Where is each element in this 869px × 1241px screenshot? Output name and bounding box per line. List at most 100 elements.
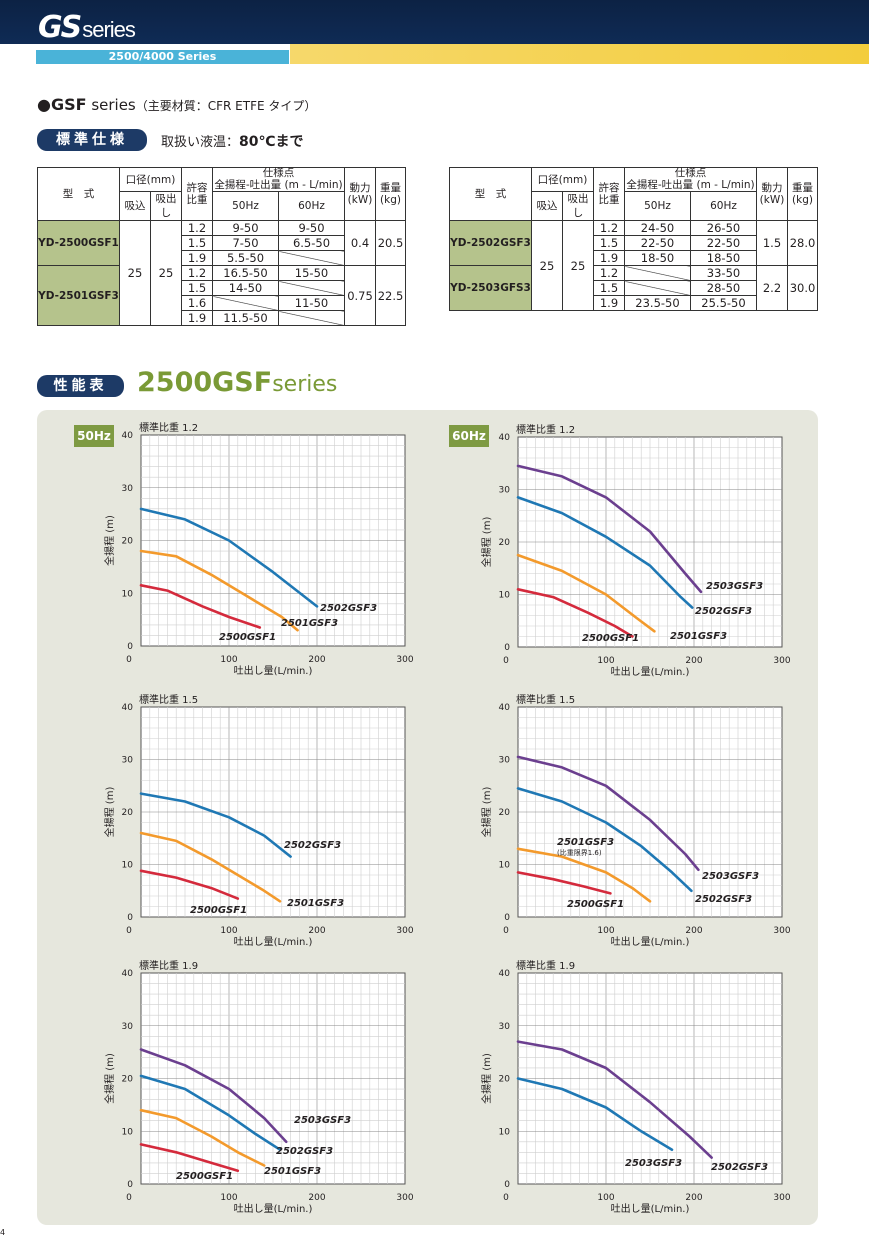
y-tick-label: 40 (122, 431, 134, 441)
model-name: YD-2502GSF3 (449, 220, 532, 266)
series-label-2502GSF3: 2502GSF3 (284, 840, 341, 851)
y-axis-label: 全揚程 (m) (103, 1053, 116, 1104)
col-header-sg: 許容比重 (593, 167, 625, 221)
y-tick-label: 40 (122, 969, 134, 979)
x-tick-label: 300 (396, 926, 413, 936)
series-line-2503GSF3 (516, 1040, 713, 1159)
chart-annotation: (比重限界1.6) (557, 848, 602, 857)
table-row: YD-2501GSF3 1.2 16.5-50 15-50 0.75 22.5 (37, 265, 406, 326)
chart-title: 標準比重 1.2 (516, 423, 575, 436)
y-tick-label: 30 (122, 484, 134, 494)
series-label-2500GSF1: 2500GSF1 (582, 633, 639, 644)
col-header-model: 型 式 (37, 167, 120, 221)
series-line-2503GSF3 (516, 464, 703, 594)
y-tick-label: 40 (499, 969, 511, 979)
y-tick-label: 20 (499, 538, 511, 548)
chart-title: 標準比重 1.9 (139, 959, 198, 972)
series-label-2502GSF3: 2502GSF3 (695, 894, 752, 905)
col-header-spec-point: 仕様点 全揚程-吐出量 (m - L/min) (624, 167, 757, 192)
x-tick-label: 200 (308, 1193, 325, 1203)
y-tick-label: 20 (122, 1075, 134, 1085)
spec-50hz (212, 295, 279, 311)
series-label-2502GSF3: 2502GSF3 (276, 1146, 333, 1157)
series-label-2500GSF1: 2500GSF1 (567, 899, 624, 910)
x-tick-label: 300 (396, 655, 413, 665)
table-row: YD-2503GFS3 1.2 33-50 2.2 30.0 (449, 265, 818, 311)
y-tick-label: 30 (499, 756, 511, 766)
col-header-power: 動力(kW) (344, 167, 376, 221)
suction-bore: 25 (119, 220, 151, 326)
spec-60hz: 28-50 (690, 280, 757, 296)
hz-badge-60: 60Hz (449, 425, 489, 447)
col-header-50hz: 50Hz (212, 191, 279, 221)
col-header-discharge: 吸出し (150, 191, 182, 221)
x-tick-label: 0 (126, 1193, 132, 1203)
suction-bore: 25 (531, 220, 563, 311)
x-tick-label: 300 (396, 1193, 413, 1203)
spec-60hz: 6.5-50 (278, 235, 345, 251)
spec-60hz (278, 250, 345, 266)
model-name: YD-2501GSF3 (37, 265, 120, 326)
series-line-2500GSF1 (516, 588, 634, 638)
spec-50hz: 24-50 (624, 220, 691, 236)
y-tick-label: 20 (499, 1075, 511, 1085)
col-header-suction: 吸込 (119, 191, 151, 221)
table-row: YD-2500GSF1 25 25 1.2 9-50 9-50 0.4 20.5 (37, 220, 406, 326)
series-label-2501GSF3: 2501GSF3 (287, 898, 344, 909)
y-tick-label: 0 (504, 913, 510, 923)
series-label-2501GSF3: 2501GSF3 (264, 1166, 321, 1177)
col-header-power: 動力(kW) (756, 167, 788, 221)
series-label-2502GSF3: 2502GSF3 (695, 606, 752, 617)
spec-table-right: 型 式口径(mm) 許容比重 仕様点 全揚程-吐出量 (m - L/min) 動力(kW… (449, 167, 818, 311)
power-kw: 2.2 (756, 265, 788, 311)
y-axis-label: 全揚程 (m) (480, 787, 493, 838)
y-tick-label: 40 (499, 703, 511, 713)
spec-50hz: 11.5-50 (212, 310, 279, 326)
table-row: 1.9 5.5-50 (38, 250, 406, 266)
col-header-suction: 吸込 (531, 191, 563, 221)
y-tick-label: 10 (499, 1127, 511, 1137)
table-row: 1.5 28-50 (450, 280, 818, 296)
y-tick-label: 40 (499, 433, 511, 443)
col-header-50hz: 50Hz (624, 191, 691, 221)
weight-kg: 20.5 (375, 220, 406, 266)
col-header-60hz: 60Hz (278, 191, 345, 221)
table-row: 1.6 11-50 (38, 295, 406, 311)
header-bar (0, 0, 869, 44)
discharge-bore: 25 (150, 220, 182, 326)
spec-50hz: 14-50 (212, 280, 279, 296)
col-header-weight: 重量(kg) (787, 167, 818, 221)
x-axis-label: 吐出し量(L/min.) (234, 1202, 313, 1215)
series-label-2500GSF1: 2500GSF1 (219, 632, 276, 643)
y-tick-label: 10 (122, 1127, 134, 1137)
header-accent-stripe (290, 44, 869, 64)
y-axis-label: 全揚程 (m) (480, 1053, 493, 1104)
x-axis-label: 吐出し量(L/min.) (611, 1202, 690, 1215)
weight-kg: 30.0 (787, 265, 818, 311)
spec-60hz: 22-50 (690, 235, 757, 251)
series-label-2501GSF3: 2501GSF3 (281, 618, 338, 629)
y-tick-label: 30 (499, 1022, 511, 1032)
series-label-2503GSF3: 2503GSF3 (706, 581, 763, 592)
weight-kg: 28.0 (787, 220, 818, 266)
power-kw: 0.75 (344, 265, 376, 326)
series-line-2503GSF3 (139, 1048, 288, 1144)
col-header-spec-point: 仕様点 全揚程-吐出量 (m - L/min) (212, 167, 345, 192)
series-line-2501GSF3 (139, 1108, 266, 1167)
discharge-bore: 25 (562, 220, 594, 311)
series-line-2501GSF3 (516, 553, 656, 633)
x-tick-label: 200 (308, 926, 325, 936)
col-header-weight: 重量(kg) (375, 167, 406, 221)
series-line-2501GSF3 (516, 847, 652, 903)
series-line-2502GSF3 (516, 1077, 674, 1151)
x-tick-label: 200 (685, 1193, 702, 1203)
series-line-2502GSF3 (139, 507, 319, 608)
hz-badge-50: 50Hz (74, 425, 114, 447)
series-subtitle-bar: 2500/4000 Series (36, 50, 289, 64)
gs-series-logo: GSseries (38, 10, 136, 45)
y-tick-label: 10 (122, 589, 134, 599)
x-axis-label: 吐出し量(L/min.) (611, 665, 690, 678)
x-tick-label: 100 (220, 1193, 237, 1203)
y-tick-label: 20 (122, 537, 134, 547)
series-line-2501GSF3 (139, 549, 299, 632)
